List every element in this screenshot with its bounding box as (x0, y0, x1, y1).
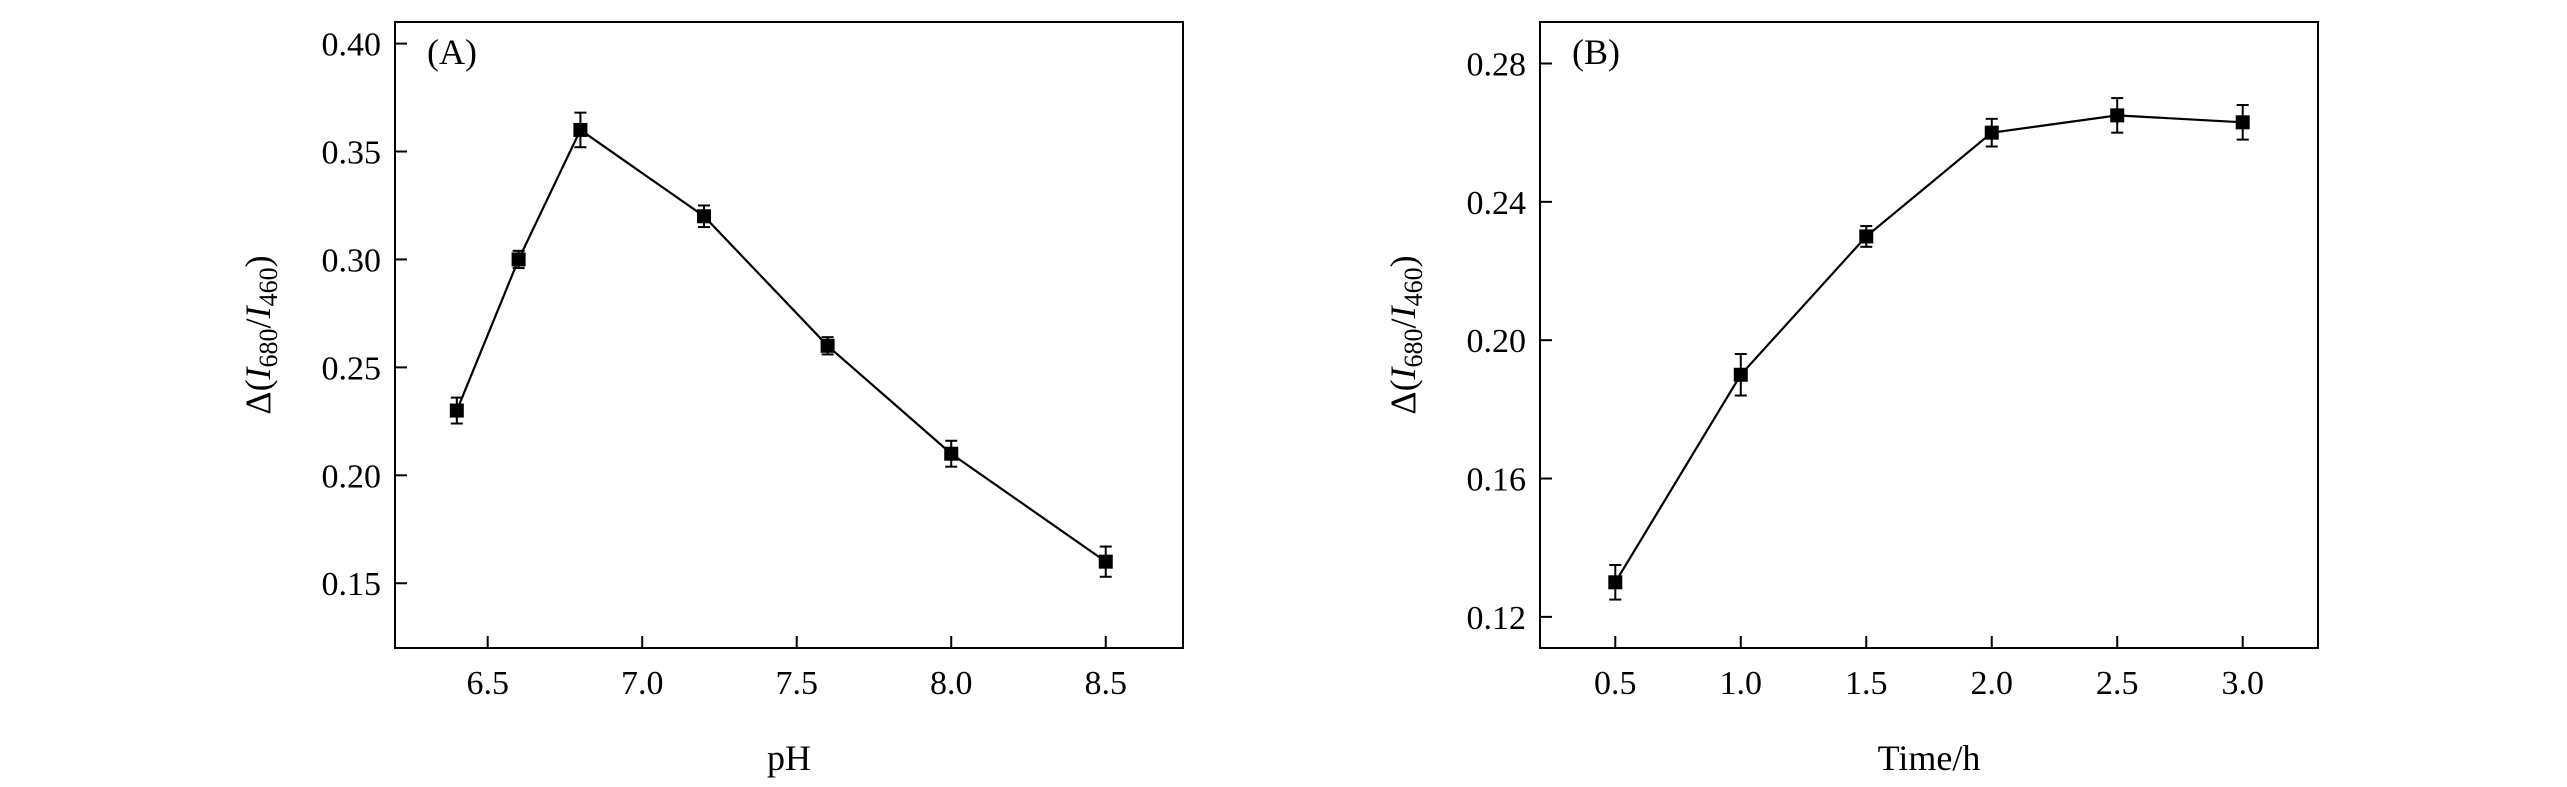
series-line (1614, 114, 2243, 583)
y-tick-label: 0.40 (322, 27, 382, 64)
data-point (1733, 367, 1748, 382)
data-point (697, 209, 712, 224)
y-tick-label: 0.20 (322, 458, 382, 495)
x-tick-label: 8.0 (930, 665, 973, 702)
y-tick-label: 0.30 (322, 242, 382, 279)
y-axis-title: Δ(I680/I460) (238, 255, 283, 414)
x-tick-label: 0.5 (1594, 665, 1637, 702)
plot-area-frame (1539, 21, 2319, 649)
x-tick-label: 1.5 (1845, 665, 1888, 702)
series-line (455, 128, 1107, 563)
data-point (1984, 125, 1999, 140)
x-tick-label: 7.5 (775, 665, 818, 702)
y-tick-label: 0.35 (322, 135, 382, 172)
data-point (944, 446, 959, 461)
y-tick-label: 0.20 (1467, 323, 1527, 360)
panel-label: (A) (427, 32, 477, 72)
y-tick-label: 0.25 (322, 350, 382, 387)
data-point (511, 252, 526, 267)
tick-labels: 6.5 7.0 7.5 8.0 8.5 0.15 0.20 0.25 0.30 0.35 0.40 (322, 27, 1127, 702)
data-point (820, 338, 835, 353)
chart-panel-a: 6.5 7.0 7.5 8.0 8.50.150.200.250.300.350.40 … (238, 21, 1184, 778)
y-axis-title: Δ(I680/I460) (1383, 255, 1428, 414)
y-tick-label: 0.12 (1467, 600, 1527, 637)
chart-panel-b: 0.5 1.0 1.5 2.0 2.5 3.0 0.12 0.16 0.20 0.24 0.28 (… (1383, 21, 2319, 778)
tick-labels: 0.5 1.0 1.5 2.0 2.5 3.0 0.12 0.16 0.20 0.24 0.28 (1467, 47, 2264, 702)
panel-label: (B) (1572, 32, 1620, 72)
data-series (449, 111, 1113, 578)
tick-marks (395, 42, 1107, 648)
x-axis-title: Time/h (1878, 738, 1981, 778)
data-point (1859, 229, 1874, 244)
x-tick-label: 2.0 (1970, 665, 2013, 702)
y-tick-label: 0.15 (322, 566, 382, 603)
data-point (573, 122, 588, 137)
data-series (1608, 97, 2250, 601)
x-tick-label: 7.0 (621, 665, 664, 702)
data-point (1608, 575, 1623, 590)
y-tick-label: 0.24 (1467, 185, 1527, 222)
data-point (2110, 108, 2125, 123)
y-tick-label: 0.28 (1467, 47, 1527, 84)
plot-area-frame (394, 21, 1184, 649)
x-tick-label: 2.5 (2096, 665, 2139, 702)
tick-marks (1540, 62, 2244, 648)
x-tick-label: 1.0 (1720, 665, 1763, 702)
y-tick-label: 0.16 (1467, 462, 1527, 499)
data-point (449, 403, 464, 418)
data-point (1098, 554, 1113, 569)
x-tick-label: 6.5 (466, 665, 509, 702)
x-axis-title: pH (767, 738, 811, 778)
x-tick-label: 3.0 (2221, 665, 2264, 702)
x-tick-label: 8.5 (1084, 665, 1127, 702)
data-point (2235, 115, 2250, 130)
